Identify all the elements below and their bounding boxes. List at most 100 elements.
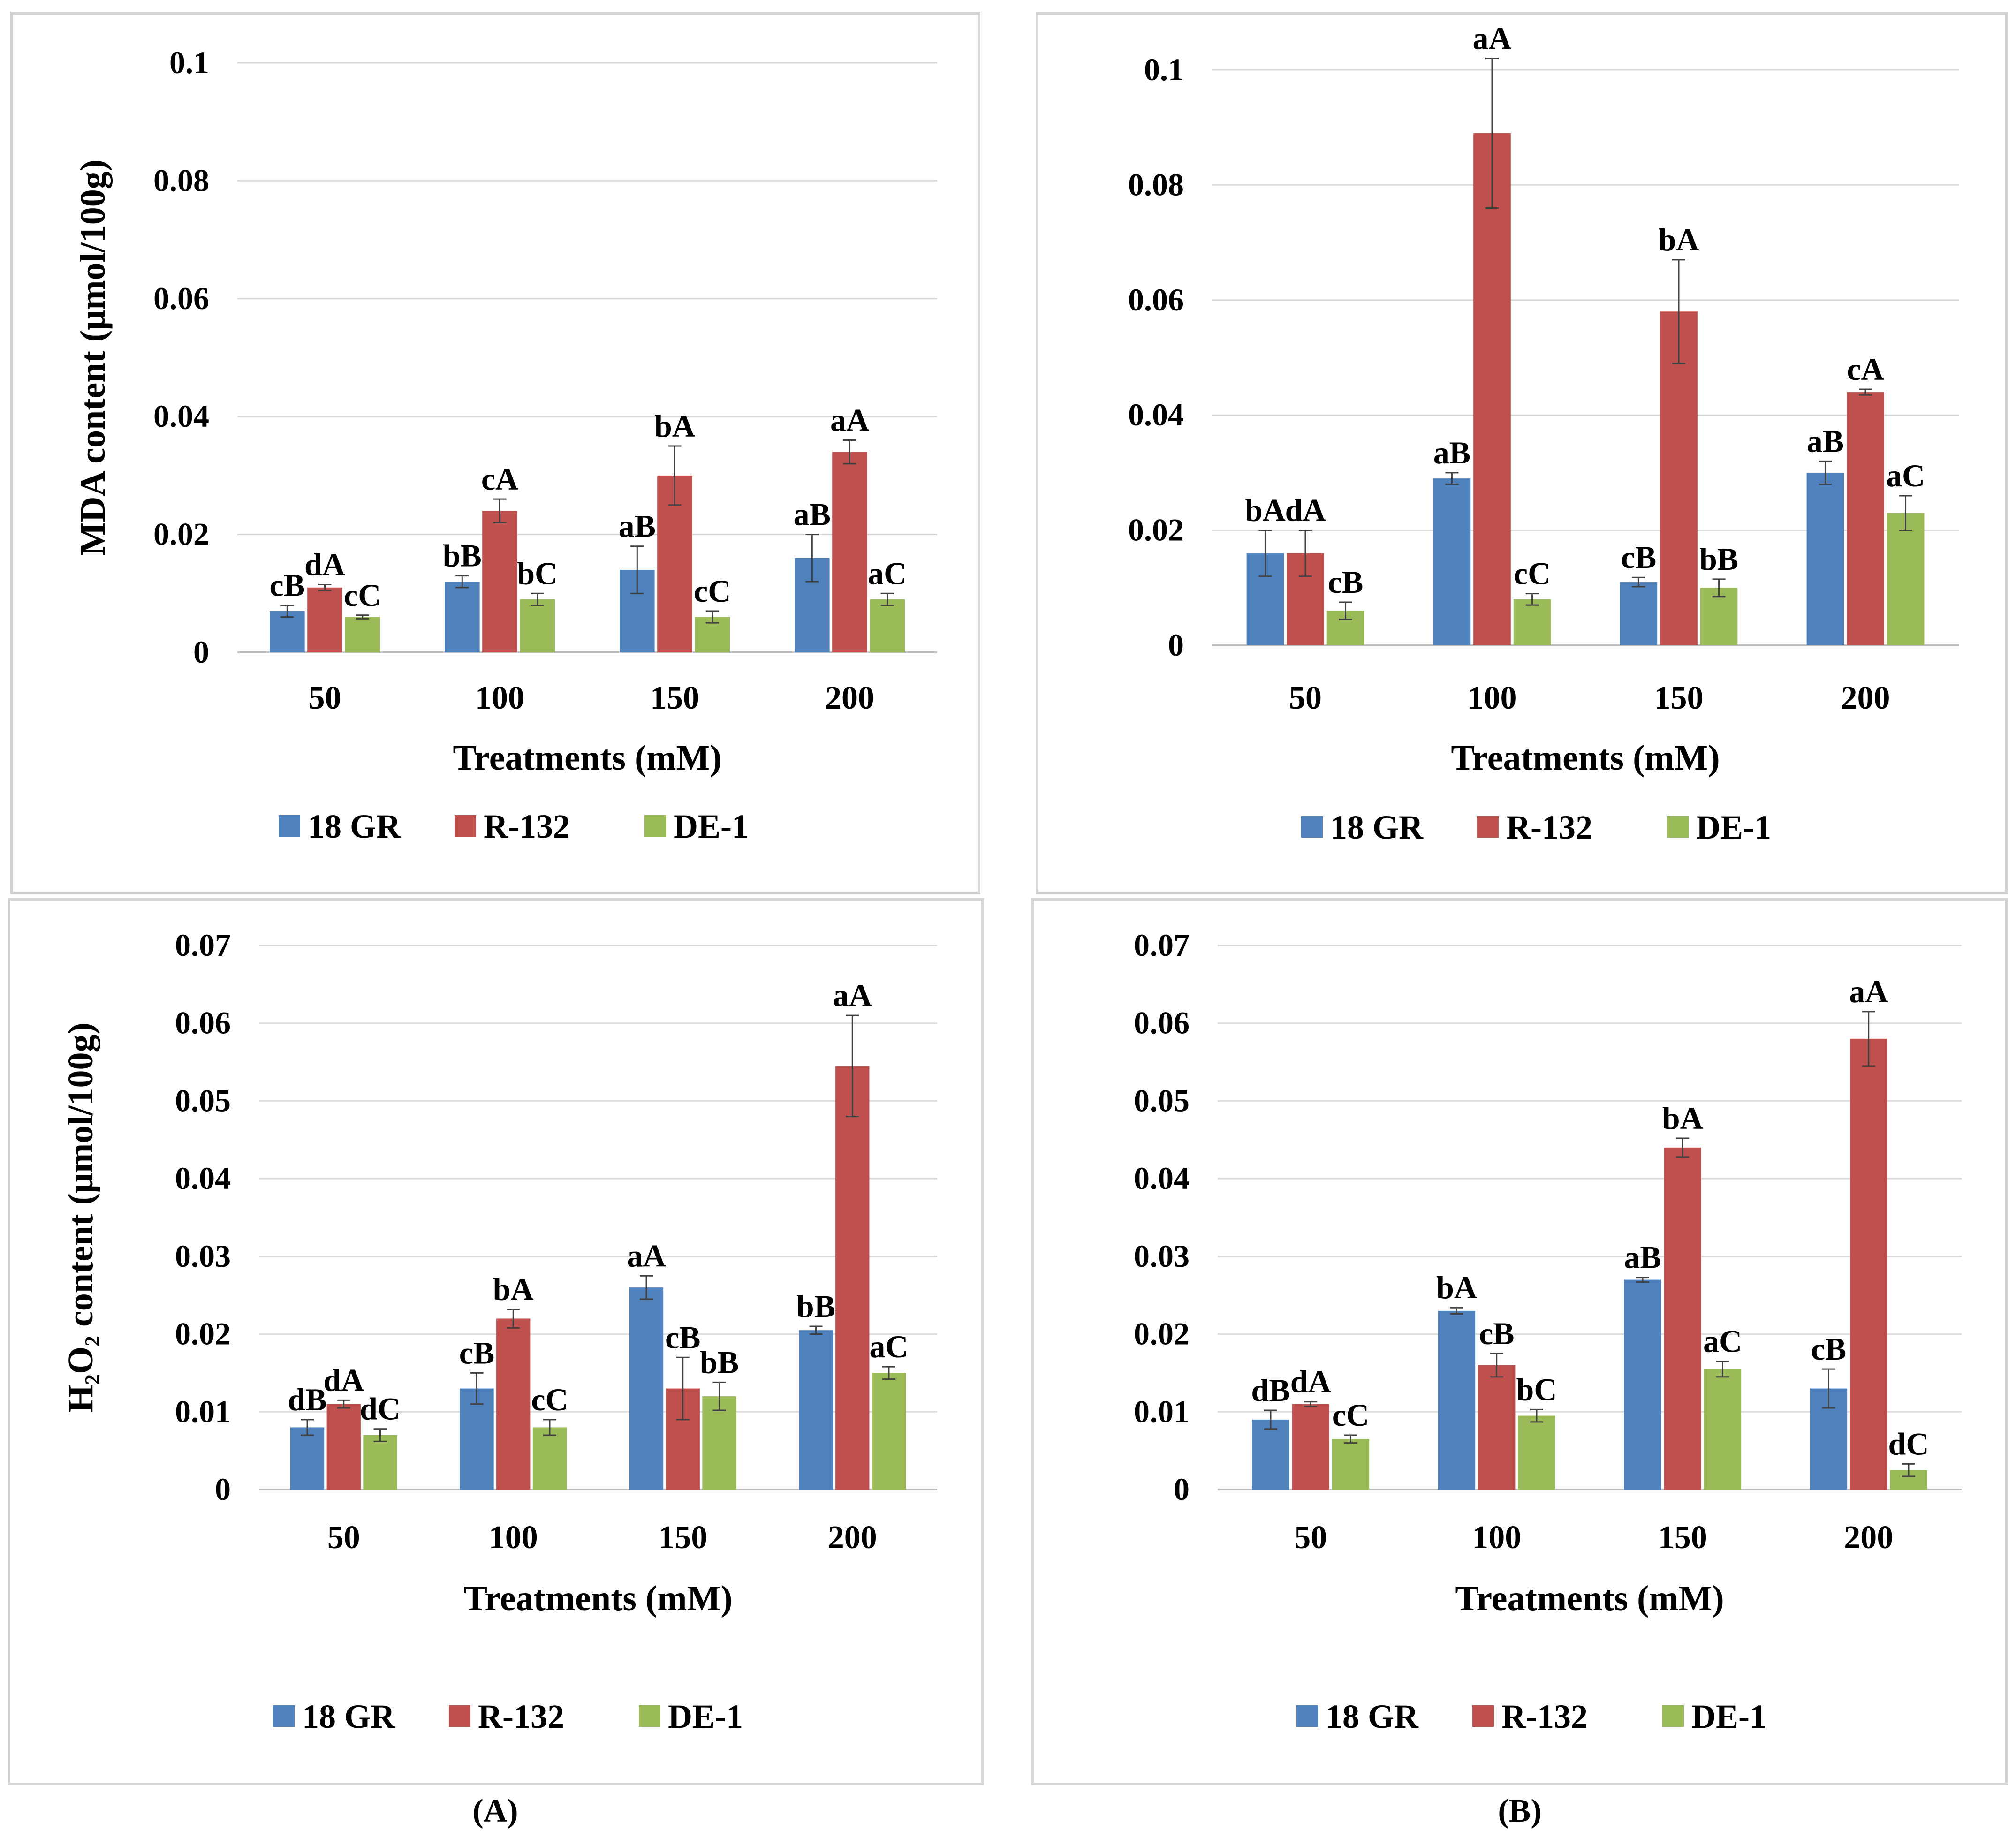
significance-label: aC: [869, 1329, 908, 1364]
bar-de-1-100: [1513, 599, 1551, 645]
significance-label: cB: [1479, 1316, 1515, 1351]
y-tick-label: 0.08: [153, 162, 209, 198]
y-tick-label: 0.06: [153, 280, 209, 316]
y-tick-label: 0.03: [1134, 1238, 1190, 1274]
significance-label: bB: [1699, 541, 1738, 577]
bar-r-132-150: [1664, 1147, 1701, 1490]
significance-label: aA: [1472, 20, 1511, 56]
significance-label: bB: [700, 1344, 739, 1380]
legend-swatch: [1296, 1705, 1318, 1727]
significance-label: bA: [654, 408, 695, 444]
y-tick-label: 0.04: [153, 398, 209, 434]
significance-label: aB: [1807, 423, 1844, 459]
bar-18-gr-200: [1806, 472, 1844, 645]
significance-label: dB: [288, 1382, 326, 1417]
bar-de-1-200: [1887, 513, 1925, 645]
bar-18-gr-100: [1438, 1310, 1476, 1490]
chart-panel-mda-a: 0 0.02 0.04 0.06 0.08 0.1 cB dA cC 50 bB cA bC 100 aB b…: [10, 12, 980, 894]
significance-label: dB: [1251, 1372, 1290, 1408]
legend-label: 18 GR: [302, 1698, 395, 1735]
chart-svg-h2o2-a: 00.010.020.030.040.050.060.07dBdAdC50cBb…: [61, 927, 937, 1735]
significance-label: cC: [531, 1382, 568, 1417]
y-tick-label: 0.06: [1134, 1005, 1190, 1041]
x-tick-label: 150: [1654, 680, 1704, 716]
bar-18-gr-100: [460, 1388, 494, 1490]
bar-de-1-100: [520, 599, 555, 652]
y-tick-label: 0.06: [175, 1005, 231, 1041]
y-tick-label: 0.08: [1128, 166, 1184, 202]
significance-label: dA: [1290, 1364, 1331, 1400]
bar-18-gr-200: [799, 1330, 833, 1490]
legend-swatch: [273, 1705, 295, 1727]
y-tick-label: 0.05: [175, 1082, 231, 1118]
significance-label: cC: [1332, 1397, 1369, 1433]
y-tick-label: 0.04: [1134, 1160, 1190, 1196]
significance-label: cC: [694, 573, 731, 609]
bar-18-gr-150: [1620, 582, 1658, 645]
bar-de-1-150: [702, 1396, 736, 1490]
y-tick-label: 0.01: [1134, 1393, 1190, 1429]
legend-swatch: [1472, 1705, 1494, 1727]
significance-label: aC: [868, 555, 907, 591]
y-tick-label: 0.01: [175, 1393, 231, 1429]
x-axis-title: Treatments (mM): [1451, 738, 1720, 778]
bar-de-1-50: [363, 1435, 397, 1490]
bar-de-1-50: [345, 617, 380, 652]
y-axis-title: H₂O₂ content (μmol/100g): [61, 1022, 100, 1413]
significance-label: bC: [1516, 1371, 1557, 1407]
y-tick-label: 0.07: [175, 927, 231, 963]
bar-de-1-200: [872, 1373, 906, 1490]
significance-label: cC: [1514, 556, 1551, 591]
y-tick-label: 0.02: [1134, 1316, 1190, 1352]
bar-18-gr-50: [1252, 1419, 1289, 1490]
y-tick-label: 0.02: [1128, 512, 1184, 548]
significance-label: bA: [1436, 1270, 1477, 1305]
y-tick-label: 0: [1168, 627, 1184, 663]
legend-label: DE-1: [1696, 809, 1771, 846]
significance-label: cB: [270, 567, 305, 603]
legend-swatch: [449, 1705, 470, 1727]
bar-18-gr-50: [270, 611, 305, 652]
y-tick-label: 0.05: [1134, 1082, 1190, 1118]
significance-label: aB: [1624, 1240, 1661, 1275]
caption-b: (B): [1498, 1793, 1542, 1829]
bar-r-132-200: [832, 452, 867, 652]
significance-label: bA: [1659, 222, 1699, 257]
y-tick-label: 0.04: [175, 1160, 231, 1196]
bar-r-132-50: [307, 587, 342, 652]
significance-label: cB: [1621, 539, 1657, 575]
bar-18-gr-100: [445, 582, 480, 652]
legend-label: R-132: [478, 1698, 564, 1735]
bar-de-1-100: [1518, 1415, 1555, 1490]
bar-r-132-200: [1850, 1038, 1887, 1490]
y-tick-label: 0.1: [1144, 52, 1184, 87]
significance-label: aA: [833, 977, 872, 1013]
significance-label: bC: [517, 555, 558, 591]
bar-de-1-200: [870, 599, 905, 652]
bar-r-132-50: [1292, 1404, 1329, 1490]
legend-label: 18 GR: [1330, 809, 1424, 846]
y-tick-label: 0.02: [175, 1316, 231, 1352]
significance-label: dA: [323, 1362, 364, 1398]
significance-label: cA: [1847, 351, 1884, 387]
y-tick-label: 0.04: [1128, 397, 1184, 432]
bar-r-132-100: [1478, 1365, 1516, 1490]
bar-de-1-150: [1704, 1369, 1742, 1490]
significance-label: aA: [1849, 974, 1888, 1009]
significance-label: cA: [481, 461, 518, 497]
significance-label: cC: [344, 577, 381, 613]
bar-r-132-150: [1660, 311, 1698, 645]
significance-label: bA: [493, 1271, 534, 1307]
bar-r-132-50: [326, 1404, 361, 1490]
bar-de-1-100: [532, 1427, 567, 1490]
bar-r-132-200: [835, 1066, 870, 1490]
bar-de-1-50: [1332, 1439, 1370, 1490]
x-tick-label: 50: [1289, 680, 1322, 716]
legend-swatch: [644, 815, 666, 837]
x-tick-label: 100: [475, 680, 524, 716]
significance-label: aB: [1433, 435, 1470, 470]
x-tick-label: 100: [489, 1520, 538, 1556]
x-axis-title: Treatments (mM): [453, 738, 721, 778]
legend-label: DE-1: [674, 808, 749, 845]
